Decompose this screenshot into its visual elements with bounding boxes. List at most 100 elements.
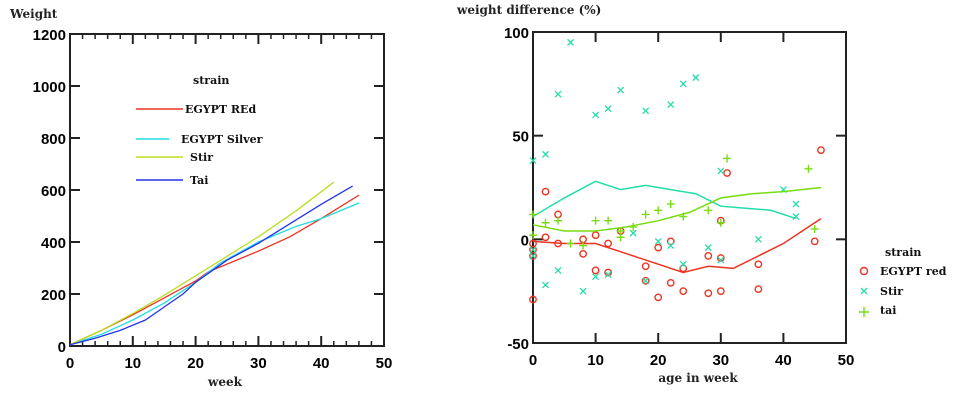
data-point-x xyxy=(667,242,675,250)
legend-label: Stir xyxy=(880,285,903,298)
data-point-circle xyxy=(641,262,650,271)
data-point-plus xyxy=(616,227,625,236)
y-tick-label: 0 xyxy=(521,232,529,249)
data-point-x xyxy=(679,260,687,268)
legend-label: EGYPT REd xyxy=(185,103,256,116)
x-tick-label: 40 xyxy=(775,352,792,369)
data-point-circle xyxy=(723,169,731,177)
data-point-circle xyxy=(679,264,688,273)
y-tick-label: 0 xyxy=(58,339,66,356)
data-point-circle xyxy=(641,276,650,285)
data-point-x xyxy=(529,246,537,254)
x-tick-label: 20 xyxy=(187,355,204,372)
data-point-circle xyxy=(679,287,688,296)
data-point-x xyxy=(592,111,600,119)
data-point-circle xyxy=(554,239,562,248)
trend-line xyxy=(532,217,822,274)
data-point-circle xyxy=(716,254,725,262)
x-tick-label: 0 xyxy=(66,355,74,372)
data-point-x xyxy=(617,86,625,94)
data-point-x xyxy=(704,244,712,252)
y-axis-title: Weight xyxy=(9,7,58,21)
data-point-circle xyxy=(666,237,675,246)
data-point-x xyxy=(642,277,650,285)
data-point-circle xyxy=(817,146,825,155)
y-tick-label: 50 xyxy=(512,129,529,146)
legend-label: tai xyxy=(880,304,896,317)
x-axis-title: week xyxy=(207,375,243,389)
data-point-circle xyxy=(529,252,537,260)
data-point-plus xyxy=(566,239,575,248)
x-tick-label: 40 xyxy=(313,355,330,372)
x-tick-label: 30 xyxy=(712,352,729,369)
y-tick-label: 100 xyxy=(504,25,529,42)
data-point-x xyxy=(542,281,549,289)
data-point-x xyxy=(679,80,687,88)
data-point-circle xyxy=(591,231,600,240)
data-point-x xyxy=(717,167,725,175)
data-point-circle xyxy=(604,239,613,248)
plot-frame xyxy=(532,31,847,344)
data-point-circle xyxy=(654,243,663,252)
legend-label: Tai xyxy=(190,174,208,187)
y-tick-label: 200 xyxy=(41,287,66,304)
series-line-stir xyxy=(69,181,335,346)
data-point-circle xyxy=(704,289,713,298)
data-point-plus xyxy=(654,206,663,215)
series-line-egypt-red xyxy=(69,194,360,346)
data-point-circle xyxy=(704,252,713,260)
data-point-circle xyxy=(666,278,675,287)
y-tick-label: 1200 xyxy=(33,27,66,44)
data-point-x xyxy=(542,150,549,158)
data-point-plus xyxy=(804,164,813,173)
data-point-circle xyxy=(591,266,600,275)
data-point-plus xyxy=(554,216,563,225)
legend-marker-x xyxy=(860,287,868,295)
data-point-circle xyxy=(716,287,725,296)
data-point-plus xyxy=(679,212,688,221)
data-point-circle xyxy=(754,285,763,293)
data-point-circle xyxy=(654,293,663,302)
data-point-x xyxy=(754,235,762,243)
data-point-circle xyxy=(810,237,819,246)
x-tick-label: 30 xyxy=(250,355,267,372)
data-point-x xyxy=(529,252,537,260)
data-point-x xyxy=(792,213,800,220)
x-tick-label: 10 xyxy=(124,355,141,372)
y-tick-label: 400 xyxy=(41,235,66,252)
legend-label: EGYPT red xyxy=(880,265,947,278)
trend-line xyxy=(532,186,822,232)
legend-title: strain xyxy=(193,74,229,87)
data-point-circle xyxy=(754,260,763,269)
data-point-x xyxy=(604,271,612,279)
data-point-plus xyxy=(723,154,732,163)
data-point-plus xyxy=(641,210,650,219)
data-point-plus xyxy=(529,210,537,219)
data-point-plus xyxy=(591,216,600,225)
data-point-x xyxy=(692,74,700,82)
data-point-plus xyxy=(810,224,819,233)
data-point-plus xyxy=(704,206,713,215)
data-point-x xyxy=(567,38,575,46)
x-tick-label: 0 xyxy=(529,352,537,369)
data-point-circle xyxy=(604,268,613,277)
series-line-egypt-silver xyxy=(69,202,360,346)
series-line-tai xyxy=(69,185,353,346)
x-tick-label: 50 xyxy=(838,352,855,369)
data-point-plus xyxy=(666,200,675,209)
data-point-circle xyxy=(579,249,587,258)
data-point-x xyxy=(554,90,562,98)
data-point-plus xyxy=(579,241,588,250)
y-axis-title: weight difference (%) xyxy=(456,3,601,17)
data-point-x xyxy=(529,157,537,165)
y-tick-label: 800 xyxy=(41,131,66,148)
legend-label: EGYPT Silver xyxy=(181,133,263,146)
data-point-plus xyxy=(541,218,550,227)
data-point-x xyxy=(667,101,675,109)
data-point-x xyxy=(554,266,562,274)
x-axis-title: age in week xyxy=(658,371,738,385)
weight-chart: 0 10 20 30 40 50 0 200 400 600 800 1000 1200 Weight we… xyxy=(9,7,392,389)
legend-label: Stir xyxy=(190,151,213,164)
